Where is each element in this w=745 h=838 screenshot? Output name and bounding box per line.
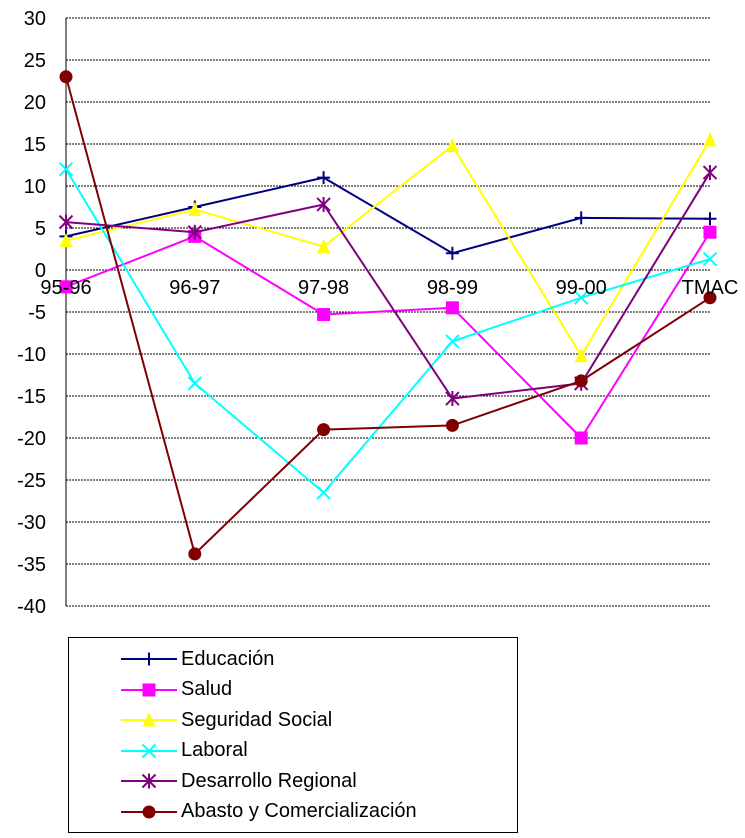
x-tick-label: TMAC — [682, 277, 739, 299]
data-point — [58, 161, 74, 177]
data-point — [141, 743, 157, 758]
data-point — [445, 334, 460, 349]
legend-item: Desarrollo Regional — [119, 767, 357, 795]
data-point — [703, 132, 717, 147]
y-tick-label: 25 — [24, 50, 46, 72]
x-axis-tick-labels: 95-96 96-97 97-98 98-99 99-00 TMAC — [40, 277, 738, 299]
y-tick-label: 5 — [35, 218, 46, 240]
data-point — [574, 348, 588, 363]
data-point — [317, 308, 331, 322]
data-point — [188, 547, 202, 561]
y-tick-label: 20 — [24, 92, 46, 114]
legend: Educación Salud Seguridad Social Laboral Des… — [68, 637, 518, 833]
data-point — [316, 485, 331, 500]
data-point — [445, 301, 459, 315]
x-tick-label: 96-97 — [169, 277, 220, 299]
legend-label: Abasto y Comercialización — [181, 800, 417, 822]
data-point — [142, 683, 156, 696]
y-tick-label: -10 — [17, 344, 46, 366]
legend-label: Laboral — [181, 739, 248, 761]
data-point — [142, 712, 156, 727]
legend-item: Abasto y Comercialización — [119, 798, 417, 826]
data-point — [59, 233, 73, 248]
data-point — [188, 202, 202, 217]
data-point — [142, 805, 156, 818]
series-line — [65, 172, 711, 400]
data-point — [317, 171, 331, 185]
data-point — [187, 376, 203, 391]
data-point — [573, 290, 589, 305]
data-point — [59, 280, 73, 294]
legend-swatch — [121, 652, 177, 666]
data-point — [59, 70, 73, 84]
x-tick-label: 95-96 — [40, 277, 91, 299]
series-4 — [58, 165, 718, 407]
y-tick-label: -5 — [28, 302, 46, 324]
data-point — [445, 138, 459, 153]
data-point — [574, 211, 588, 225]
data-point — [574, 374, 588, 388]
y-tick-label: -30 — [17, 512, 46, 534]
legend-item: Seguridad Social — [119, 706, 332, 734]
y-tick-label: -20 — [17, 428, 46, 450]
series-line — [65, 176, 711, 255]
data-point — [58, 214, 74, 230]
data-point — [703, 225, 717, 239]
series-2 — [59, 132, 717, 363]
legend-label: Desarrollo Regional — [181, 769, 357, 792]
x-tick-label: 98-99 — [427, 277, 478, 299]
legend-swatch — [121, 712, 177, 727]
data-point — [141, 773, 157, 789]
series-line — [65, 168, 711, 495]
legend-label: Seguridad Social — [181, 708, 333, 731]
series-line — [65, 231, 711, 440]
data-point — [702, 251, 718, 267]
data-point — [703, 212, 717, 226]
x-tick-label: 99-00 — [556, 277, 607, 299]
series-line — [65, 76, 711, 556]
y-tick-label: -40 — [17, 596, 46, 618]
y-tick-label: 0 — [35, 260, 46, 282]
legend-item: Salud — [119, 676, 232, 704]
data-point — [445, 246, 459, 260]
line-chart: 30 25 20 15 10 5 0 -5 -10 -15 -20 -25 -30 -35 -40 95-9… — [17, 8, 738, 618]
series-layer — [58, 70, 718, 561]
series-0 — [59, 171, 717, 260]
legend-swatch — [121, 743, 177, 758]
legend-item: Laboral — [119, 737, 248, 765]
y-tick-label: 30 — [24, 8, 46, 30]
legend-swatch — [121, 805, 177, 818]
data-point — [702, 165, 718, 181]
data-point — [574, 431, 588, 445]
data-point — [187, 224, 203, 240]
series-3 — [58, 161, 718, 500]
y-tick-label: -35 — [17, 554, 46, 576]
y-tick-label: 10 — [24, 176, 46, 198]
data-point — [703, 291, 717, 305]
legend-swatch — [121, 773, 177, 789]
data-point — [142, 652, 156, 666]
y-axis-tick-labels: 30 25 20 15 10 5 0 -5 -10 -15 -20 -25 -30 -35 -40 — [17, 8, 46, 618]
legend-label: Educación — [181, 647, 275, 670]
series-5 — [59, 70, 717, 561]
y-tick-label: -25 — [17, 470, 46, 492]
y-tick-label: 15 — [24, 134, 46, 156]
data-point — [445, 391, 460, 407]
legend-swatch — [121, 683, 177, 696]
series-1 — [59, 225, 717, 445]
legend-item: Educación — [119, 645, 274, 673]
data-point — [317, 423, 331, 437]
data-point — [317, 238, 331, 253]
y-tick-label: -15 — [17, 386, 46, 408]
data-point — [445, 418, 459, 432]
data-point — [316, 196, 331, 212]
x-tick-label: 97-98 — [298, 277, 349, 299]
legend-label: Salud — [181, 678, 233, 700]
series-line — [65, 139, 711, 358]
